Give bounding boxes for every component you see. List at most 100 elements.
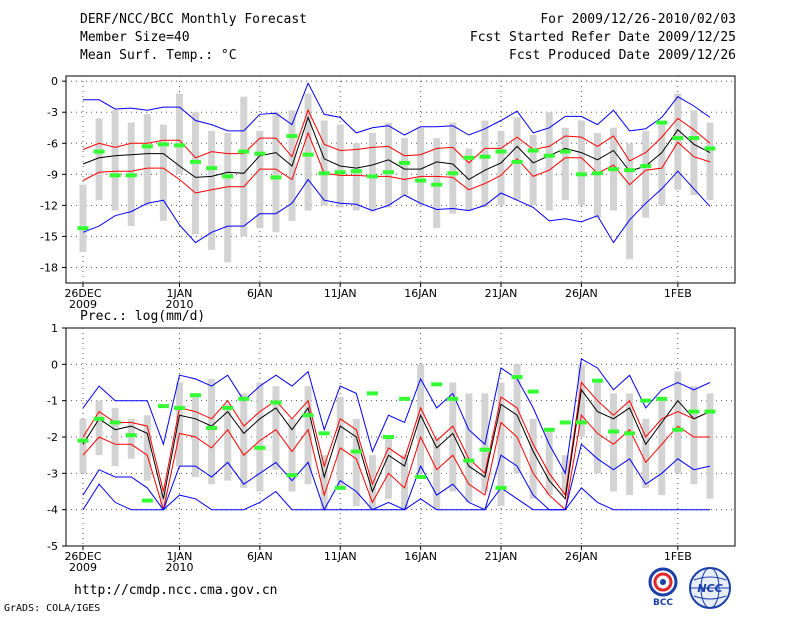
c1-observed-marker-4 bbox=[141, 498, 153, 503]
c0-x-tick-label-0: 26DEC bbox=[64, 287, 101, 300]
c1-range-bar-32 bbox=[593, 382, 601, 474]
c0-observed-marker-31 bbox=[575, 172, 587, 177]
c0-observed-marker-36 bbox=[656, 120, 668, 125]
c1-series-max-line bbox=[82, 358, 711, 475]
c1-range-bar-30 bbox=[561, 455, 569, 496]
c1-observed-marker-2 bbox=[109, 420, 121, 425]
c1-observed-marker-39 bbox=[704, 409, 716, 414]
c1-observed-marker-21 bbox=[415, 474, 427, 479]
c0-range-bar-30 bbox=[561, 127, 569, 201]
c1-observed-marker-0 bbox=[77, 438, 89, 443]
c0-observed-marker-35 bbox=[640, 164, 652, 169]
c1-x-tick-label-3: 11JAN bbox=[324, 550, 357, 563]
c1-observed-marker-29 bbox=[543, 427, 555, 432]
c0-range-bar-0 bbox=[79, 184, 87, 252]
c1-range-bar-16 bbox=[336, 397, 344, 488]
c1-x-tick-year-0: 2009 bbox=[69, 561, 97, 574]
c0-observed-marker-21 bbox=[415, 178, 427, 183]
c1-observed-marker-35 bbox=[640, 398, 652, 403]
c1-y-tick-label-3: -2 bbox=[47, 431, 58, 444]
c1-range-bar-14 bbox=[304, 386, 312, 485]
c1-observed-marker-1 bbox=[93, 416, 105, 421]
c1-observed-marker-10 bbox=[238, 396, 250, 401]
c1-x-tick-label-5: 21JAN bbox=[485, 550, 518, 563]
c1-range-bar-36 bbox=[658, 400, 666, 496]
c1-range-bar-39 bbox=[706, 393, 714, 499]
c0-range-bar-1 bbox=[95, 118, 103, 201]
c0-observed-marker-23 bbox=[447, 171, 459, 176]
c0-observed-marker-6 bbox=[173, 143, 185, 148]
c1-observed-marker-14 bbox=[302, 413, 314, 418]
c1-range-bar-35 bbox=[642, 418, 650, 488]
c0-x-tick-year-0: 2009 bbox=[69, 298, 97, 310]
c0-observed-marker-38 bbox=[688, 136, 700, 141]
c0-observed-marker-0 bbox=[77, 226, 89, 231]
c0-range-bar-12 bbox=[272, 112, 280, 233]
c1-range-bar-34 bbox=[626, 393, 634, 496]
c0-observed-marker-32 bbox=[591, 171, 603, 176]
c0-observed-marker-39 bbox=[704, 146, 716, 151]
c1-observed-marker-7 bbox=[190, 393, 202, 398]
c0-y-tick-label-0: 0 bbox=[51, 75, 58, 88]
c0-observed-marker-20 bbox=[399, 160, 411, 165]
figure-title: DERF/NCC/BCC Monthly Forecast bbox=[80, 12, 307, 27]
c0-observed-marker-17 bbox=[350, 169, 362, 174]
c1-observed-marker-28 bbox=[527, 389, 539, 394]
c0-range-bar-10 bbox=[240, 96, 248, 237]
c1-observed-marker-11 bbox=[254, 445, 266, 450]
c1-observed-marker-6 bbox=[173, 405, 185, 410]
c0-observed-marker-13 bbox=[286, 134, 298, 139]
c1-range-bar-38 bbox=[690, 386, 698, 485]
c1-range-bar-7 bbox=[192, 393, 200, 477]
c1-range-bar-20 bbox=[401, 455, 409, 510]
c1-x-tick-year-1: 2010 bbox=[165, 561, 193, 574]
c0-observed-marker-3 bbox=[125, 173, 137, 178]
c0-observed-marker-4 bbox=[141, 144, 153, 149]
c0-observed-marker-1 bbox=[93, 149, 105, 154]
c1-observed-marker-3 bbox=[125, 433, 137, 438]
c1-range-bar-9 bbox=[224, 404, 232, 481]
c0-observed-marker-27 bbox=[511, 159, 523, 164]
c0-observed-marker-25 bbox=[479, 154, 491, 159]
c0-range-bar-5 bbox=[159, 124, 167, 221]
c1-series-floor-line bbox=[82, 483, 710, 511]
grads-credit: GrADS: COLA/IGES bbox=[4, 603, 101, 614]
c0-range-bar-2 bbox=[111, 110, 119, 211]
c1-range-bar-24 bbox=[465, 393, 473, 503]
c1-range-bar-26 bbox=[497, 382, 505, 507]
c1-range-bar-11 bbox=[256, 382, 264, 492]
forecast-produced-date: Fcst Produced Date 2009/12/26 bbox=[509, 48, 736, 63]
c1-observed-marker-36 bbox=[656, 396, 668, 401]
c0-range-bar-36 bbox=[658, 120, 666, 206]
c0-observed-marker-22 bbox=[431, 182, 443, 187]
c0-range-bar-35 bbox=[642, 130, 650, 218]
ncc-logo: NCC bbox=[689, 567, 731, 609]
c0-observed-marker-34 bbox=[624, 168, 636, 173]
c1-x-tick-label-6: 26JAN bbox=[565, 550, 598, 563]
bcc-logo-text: BCC bbox=[653, 598, 673, 608]
c0-range-bar-28 bbox=[529, 134, 537, 206]
c0-series-upper-line bbox=[82, 108, 711, 164]
c1-observed-marker-18 bbox=[366, 391, 378, 396]
c1-y-tick-label-1: 0 bbox=[51, 358, 58, 371]
c0-observed-marker-7 bbox=[190, 159, 202, 164]
c0-y-tick-label-3: -9 bbox=[47, 168, 58, 181]
c1-range-bar-19 bbox=[384, 437, 392, 499]
c0-range-bar-4 bbox=[143, 114, 151, 206]
c0-range-bar-8 bbox=[208, 130, 216, 250]
c0-observed-marker-28 bbox=[527, 148, 539, 153]
c1-range-bar-3 bbox=[127, 418, 135, 459]
source-url[interactable]: http://cmdp.ncc.cma.gov.cn bbox=[74, 583, 278, 598]
c1-observed-marker-12 bbox=[270, 400, 282, 405]
c1-observed-marker-33 bbox=[608, 429, 620, 434]
c0-range-bar-6 bbox=[175, 93, 183, 175]
c0-range-bar-14 bbox=[304, 93, 312, 211]
c1-x-tick-label-2: 6JAN bbox=[247, 550, 273, 563]
c1-range-bar-15 bbox=[320, 455, 328, 510]
c1-range-bar-23 bbox=[449, 382, 457, 492]
c0-y-tick-label-1: -3 bbox=[47, 106, 58, 119]
c1-observed-marker-26 bbox=[495, 485, 507, 490]
